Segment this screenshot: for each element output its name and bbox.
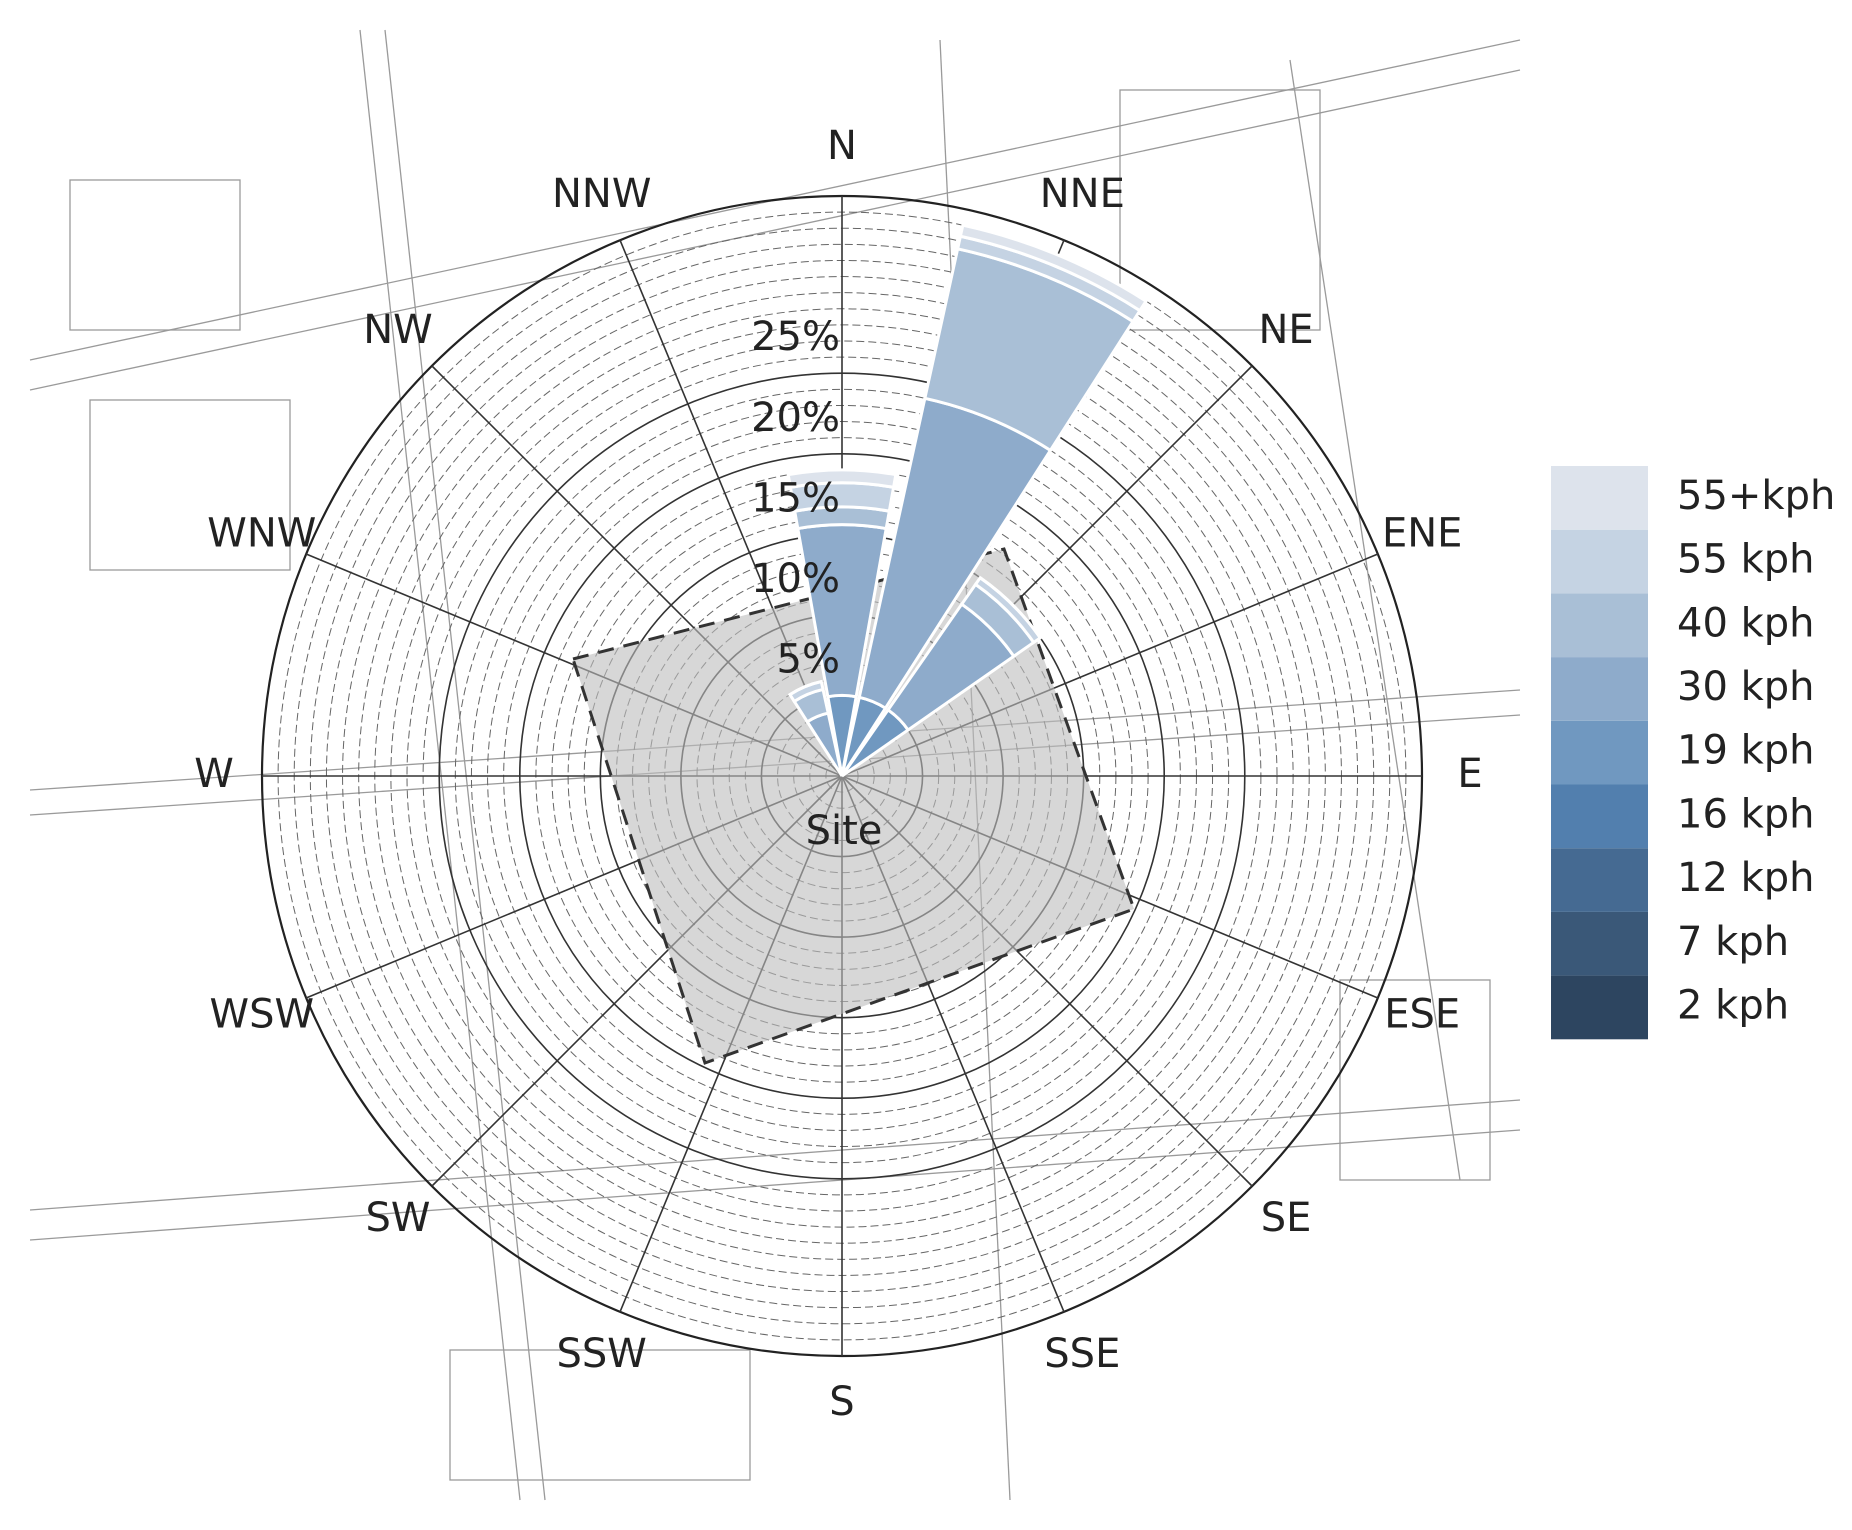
direction-label: WSW [210,991,315,1037]
road [1289,59,1461,1181]
direction-label: NNW [552,171,651,217]
legend-swatch [1551,657,1648,721]
legend-swatch [1551,911,1648,976]
labels: N NNE NE ENE E ESE SE SSE S SSW SW WSW W WNW NW NNW 5% 10… [194,123,1482,1425]
bar-segment [786,468,898,490]
road [29,69,1521,391]
direction-label: E [1457,751,1482,797]
road [29,1099,1521,1211]
building [69,179,241,331]
legend-label: 12 kph [1677,855,1815,901]
legend-swatch [1551,466,1648,530]
legend-label: 16 kph [1677,791,1815,837]
building [1119,89,1321,331]
direction-label: ENE [1382,511,1462,557]
building [89,399,291,571]
bar-segment [958,223,1149,313]
direction-label: N [827,123,857,169]
legend-label: 40 kph [1677,600,1815,646]
direction-label: NW [363,307,432,353]
road [384,29,546,1501]
direction-label: SW [365,1195,430,1241]
direction-label: NE [1258,307,1313,353]
r-tick-label: 25% [751,314,840,360]
legend-label: 55 kph [1677,537,1815,583]
legend-swatch [1551,784,1648,849]
direction-label: ESE [1384,991,1460,1037]
bars [786,223,1149,778]
r-tick-label: 20% [751,395,840,441]
building [1339,979,1491,1181]
direction-label: W [194,751,234,797]
r-tick-label: 5% [777,636,840,682]
legend-label: 19 kph [1677,728,1815,774]
direction-label: SSW [557,1331,647,1377]
legend-label: 2 kph [1677,982,1789,1028]
direction-label: S [829,1379,854,1425]
direction-label: SSE [1044,1331,1120,1377]
legend: 2 kph 7 kph 12 kph 16 kph 19 kph 30 kph 40 kph… [1551,466,1835,1040]
road [29,1129,1521,1241]
legend-swatch [1551,593,1648,658]
r-tick-label: 10% [751,556,840,602]
site-map [29,29,1521,1501]
direction-label: NNE [1040,171,1125,217]
bar-segment [789,680,822,696]
legend-swatch [1551,720,1648,785]
legend-label: 7 kph [1677,919,1789,965]
direction-label: WNW [207,511,316,557]
legend-swatch [1551,529,1648,594]
r-tick-label: 15% [751,475,840,521]
legend-label: 55+kph [1677,473,1835,519]
site-label: Site [806,808,883,854]
direction-label: SE [1261,1195,1312,1241]
building [449,1349,751,1481]
legend-swatch [1551,975,1648,1040]
legend-swatch [1551,848,1648,912]
legend-label: 30 kph [1677,664,1815,710]
bar-segment [979,576,1042,639]
